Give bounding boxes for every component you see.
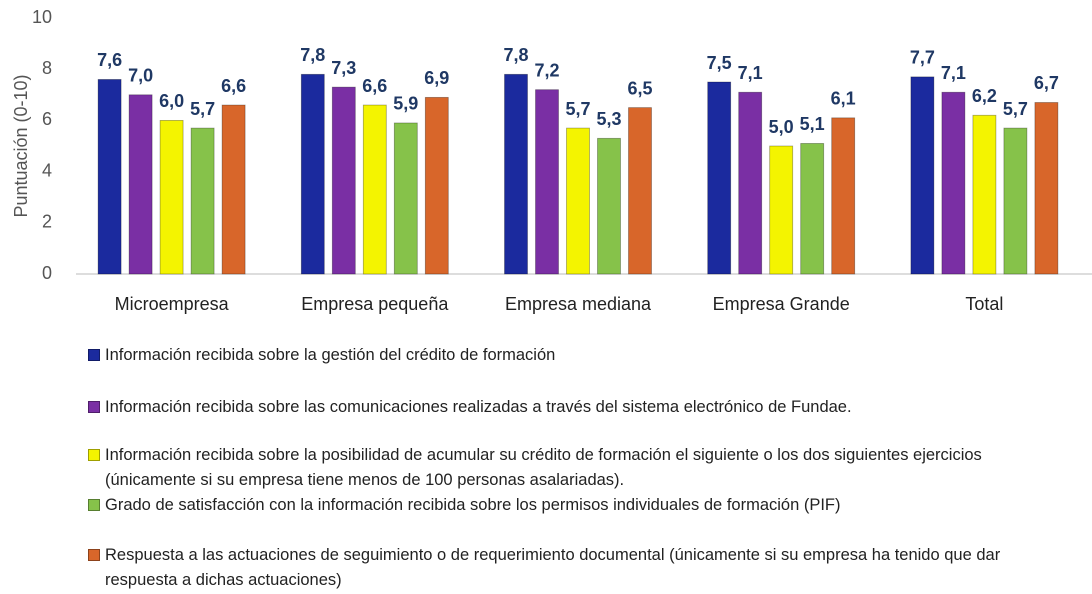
value-label: 7,8	[503, 45, 528, 65]
legend-label: Grado de satisfacción con la información…	[105, 496, 841, 514]
legend-swatch	[88, 349, 100, 361]
value-label: 7,1	[941, 63, 966, 83]
value-label: 6,9	[424, 68, 449, 88]
bar	[1003, 127, 1028, 275]
value-label: 7,8	[300, 45, 325, 65]
bar	[393, 122, 418, 275]
x-tick-label: Total	[965, 294, 1003, 314]
value-label: 7,3	[331, 58, 356, 78]
bar	[769, 145, 794, 275]
value-label: 5,3	[596, 109, 621, 129]
bar	[128, 94, 153, 275]
x-tick-label: Empresa pequeña	[301, 294, 449, 314]
bar	[707, 81, 732, 275]
legend-label: Información recibida sobre la gestión de…	[105, 346, 556, 364]
bar	[159, 120, 184, 275]
bar	[331, 86, 356, 275]
value-label: 5,7	[190, 99, 215, 119]
bar	[504, 73, 528, 275]
legend-swatch	[88, 401, 100, 413]
x-tick-label: Microempresa	[115, 294, 230, 314]
value-label: 7,6	[97, 50, 122, 70]
bar	[424, 96, 449, 275]
legend-item: Información recibida sobre la posibilida…	[88, 443, 1063, 493]
legend-item: Información recibida sobre la gestión de…	[88, 343, 1063, 368]
bar	[941, 91, 966, 275]
legend-label: Información recibida sobre las comunicac…	[105, 398, 852, 416]
y-axis-label: Puntuación (0-10)	[11, 74, 31, 217]
chart: Puntuación (0-10) 0 2 4 6 8 10 Microempresa 7,6…	[11, 7, 1092, 314]
y-tick-label: 10	[32, 7, 52, 27]
value-label: 6,2	[972, 86, 997, 106]
value-label: 7,2	[534, 60, 559, 80]
value-label: 6,6	[362, 76, 387, 96]
legend-item: Grado de satisfacción con la información…	[88, 493, 1063, 518]
bar	[628, 107, 652, 275]
value-label: 7,0	[128, 66, 153, 86]
y-tick-label: 2	[42, 212, 52, 232]
bar	[1034, 102, 1059, 275]
bar	[800, 143, 825, 275]
value-label: 5,0	[769, 117, 794, 137]
bar	[362, 104, 387, 275]
value-label: 7,5	[707, 53, 732, 73]
bar	[300, 73, 325, 275]
value-label: 6,6	[221, 76, 246, 96]
bar	[738, 91, 763, 275]
value-label: 6,5	[627, 78, 652, 98]
legend-label: Información recibida sobre la posibilida…	[105, 446, 982, 489]
bar	[566, 127, 590, 275]
legend-item: Información recibida sobre las comunicac…	[88, 395, 1063, 420]
legend-swatch	[88, 449, 100, 461]
y-tick-label: 6	[42, 109, 52, 129]
y-tick-label: 0	[42, 263, 52, 283]
bar	[221, 104, 246, 275]
bar	[535, 89, 559, 275]
value-label: 5,7	[1003, 99, 1028, 119]
bar	[597, 137, 621, 275]
bar	[190, 127, 215, 275]
x-tick-label: Empresa mediana	[505, 294, 652, 314]
y-tick-label: 4	[42, 160, 52, 180]
value-label: 6,0	[159, 91, 184, 111]
legend-swatch	[88, 549, 100, 561]
bar	[831, 117, 856, 275]
legend-label: Respuesta a las actuaciones de seguimien…	[105, 546, 1001, 589]
bar	[972, 114, 997, 275]
legend-item: Respuesta a las actuaciones de seguimien…	[88, 543, 1063, 593]
legend-swatch	[88, 499, 100, 511]
y-tick-label: 8	[42, 58, 52, 78]
value-label: 5,9	[393, 94, 418, 114]
value-label: 7,1	[738, 63, 763, 83]
value-label: 5,1	[800, 114, 825, 134]
value-label: 5,7	[565, 99, 590, 119]
bar	[910, 76, 935, 275]
value-label: 6,7	[1034, 73, 1059, 93]
value-label: 6,1	[831, 89, 856, 109]
value-label: 7,7	[910, 48, 935, 68]
x-tick-label: Empresa Grande	[713, 294, 850, 314]
bar	[97, 79, 122, 275]
